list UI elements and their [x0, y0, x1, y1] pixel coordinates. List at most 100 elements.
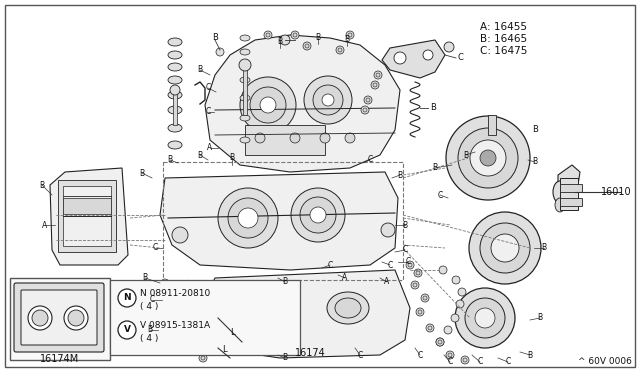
Ellipse shape — [168, 76, 182, 84]
Circle shape — [423, 50, 433, 60]
Circle shape — [163, 306, 167, 310]
Text: B: B — [168, 155, 173, 164]
Circle shape — [305, 44, 309, 48]
Ellipse shape — [553, 181, 567, 203]
Text: N: N — [123, 294, 131, 302]
Circle shape — [238, 208, 258, 228]
Circle shape — [28, 306, 52, 330]
Circle shape — [421, 294, 429, 302]
Circle shape — [469, 212, 541, 284]
Text: B: B — [541, 244, 547, 253]
Text: 16174: 16174 — [294, 348, 325, 358]
Circle shape — [304, 76, 352, 124]
Text: C: C — [205, 108, 211, 116]
Text: ^ 60V 0006: ^ 60V 0006 — [578, 357, 632, 366]
Text: A: A — [342, 273, 348, 282]
Circle shape — [255, 133, 265, 143]
Circle shape — [346, 31, 354, 39]
FancyBboxPatch shape — [14, 283, 104, 352]
Circle shape — [163, 281, 167, 285]
Circle shape — [320, 133, 330, 143]
Circle shape — [444, 42, 454, 52]
Circle shape — [381, 223, 395, 237]
Text: C: C — [405, 257, 411, 266]
Ellipse shape — [240, 137, 250, 143]
Text: A: A — [207, 144, 212, 153]
Text: B: B — [538, 314, 543, 323]
Text: B: B — [282, 353, 287, 362]
Circle shape — [458, 288, 466, 296]
Circle shape — [303, 42, 311, 50]
Text: 16010: 16010 — [602, 187, 632, 197]
Circle shape — [465, 298, 505, 338]
Circle shape — [201, 356, 205, 360]
Circle shape — [480, 150, 496, 166]
Bar — [163, 162, 403, 280]
Text: A: A — [385, 278, 390, 286]
Circle shape — [475, 308, 495, 328]
Circle shape — [423, 296, 427, 300]
Ellipse shape — [168, 124, 182, 132]
Ellipse shape — [168, 51, 182, 59]
Circle shape — [64, 306, 88, 330]
Ellipse shape — [240, 77, 250, 83]
Circle shape — [189, 346, 197, 354]
Text: 16174M: 16174M — [40, 354, 79, 364]
Ellipse shape — [244, 295, 292, 330]
Text: C: C — [149, 295, 155, 305]
Ellipse shape — [168, 91, 182, 99]
Circle shape — [456, 300, 464, 308]
Text: C: 16475: C: 16475 — [480, 46, 527, 56]
Bar — [488, 115, 496, 135]
Text: B: B — [282, 278, 287, 286]
Polygon shape — [205, 35, 400, 172]
Circle shape — [428, 326, 432, 330]
Circle shape — [458, 128, 518, 188]
Circle shape — [345, 133, 355, 143]
Circle shape — [371, 81, 379, 89]
Circle shape — [446, 116, 530, 200]
Polygon shape — [205, 270, 410, 358]
Text: B: B — [316, 33, 321, 42]
Text: C: C — [437, 190, 443, 199]
Ellipse shape — [168, 141, 182, 149]
Text: C: C — [328, 260, 333, 269]
Circle shape — [172, 227, 188, 243]
Circle shape — [228, 198, 268, 238]
Text: C: C — [506, 357, 511, 366]
Ellipse shape — [240, 35, 250, 41]
Text: C: C — [447, 357, 452, 366]
Circle shape — [408, 263, 412, 267]
Circle shape — [366, 98, 370, 102]
Circle shape — [161, 279, 169, 287]
Text: B: B — [433, 164, 438, 173]
Polygon shape — [558, 165, 580, 192]
Text: B: B — [212, 33, 218, 42]
Bar — [58, 180, 116, 252]
Circle shape — [461, 356, 469, 364]
Circle shape — [363, 108, 367, 112]
Circle shape — [444, 326, 452, 334]
Circle shape — [418, 310, 422, 314]
Text: C: C — [417, 350, 422, 359]
Circle shape — [361, 106, 369, 114]
Text: L: L — [230, 328, 235, 337]
Circle shape — [290, 133, 300, 143]
Ellipse shape — [240, 49, 250, 55]
Circle shape — [452, 276, 460, 284]
Text: B: B — [397, 170, 403, 180]
Circle shape — [338, 48, 342, 52]
Circle shape — [491, 234, 519, 262]
Ellipse shape — [240, 115, 250, 121]
Text: C: C — [205, 83, 211, 93]
Polygon shape — [382, 40, 445, 78]
Circle shape — [191, 348, 195, 352]
Circle shape — [199, 354, 207, 362]
Circle shape — [336, 46, 344, 54]
Circle shape — [439, 266, 447, 274]
Text: B: B — [197, 65, 203, 74]
Text: B: B — [463, 151, 468, 160]
Bar — [173, 90, 177, 125]
Circle shape — [260, 97, 276, 113]
Text: C: C — [357, 350, 363, 359]
